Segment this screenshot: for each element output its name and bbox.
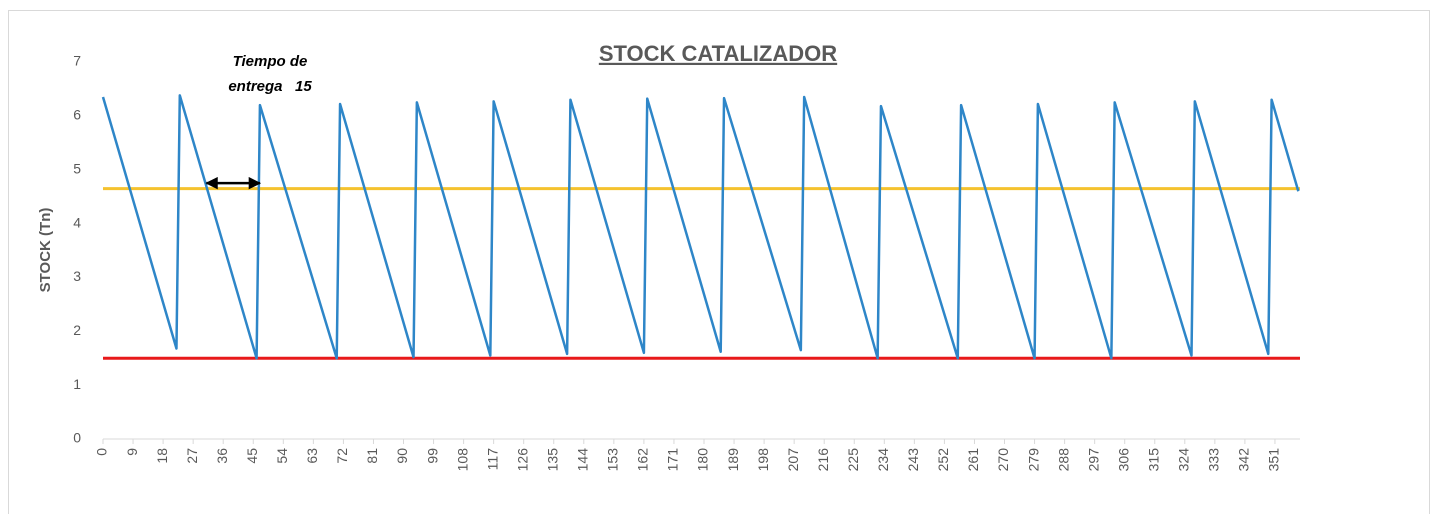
- y-tick-label: 6: [73, 107, 81, 123]
- x-tick-label: 279: [1025, 448, 1041, 472]
- x-tick-label: 234: [875, 448, 891, 472]
- x-tick-label: 180: [695, 448, 711, 472]
- chart-border: [8, 10, 1430, 514]
- x-tick-label: 315: [1145, 448, 1161, 472]
- x-tick-label: 342: [1236, 448, 1252, 472]
- y-tick-label: 4: [73, 214, 81, 230]
- x-tick-label: 270: [995, 448, 1011, 472]
- x-tick-label: 135: [544, 448, 560, 472]
- stock-line: [101, 94, 1300, 360]
- x-tick-label: 162: [635, 448, 651, 472]
- x-tick-label: 216: [815, 448, 831, 472]
- x-tick-label: 252: [935, 448, 951, 472]
- x-tick-label: 90: [394, 448, 410, 464]
- x-tick-label: 45: [244, 448, 260, 464]
- annotation: Tiempo de: [233, 53, 308, 70]
- x-tick-label: 324: [1176, 448, 1192, 472]
- x-tick-label: 72: [334, 448, 350, 464]
- x-tick-label: 306: [1115, 448, 1131, 472]
- x-tick-label: 288: [1055, 448, 1071, 472]
- x-tick-label: 18: [154, 448, 170, 464]
- annotation: entrega 15: [228, 78, 312, 95]
- chart-title: STOCK CATALIZADOR: [599, 41, 837, 66]
- x-tick-label: 189: [725, 448, 741, 472]
- x-tick-label: 63: [304, 448, 320, 464]
- x-tick-label: 333: [1206, 448, 1222, 472]
- x-tick-label: 153: [605, 448, 621, 472]
- y-tick-label: 7: [73, 53, 81, 69]
- x-tick-label: 9: [124, 448, 140, 456]
- y-tick-label: 5: [73, 160, 81, 176]
- x-tick-label: 207: [785, 448, 801, 472]
- y-tick-label: 0: [73, 430, 81, 446]
- x-tick-label: 261: [965, 448, 981, 472]
- x-tick-label: 0: [94, 448, 110, 456]
- x-tick-label: 108: [454, 448, 470, 472]
- x-tick-label: 117: [484, 448, 500, 471]
- x-tick-label: 225: [845, 448, 861, 472]
- x-tick-label: 81: [364, 448, 380, 464]
- x-tick-label: 54: [274, 448, 290, 464]
- x-tick-label: 243: [905, 448, 921, 472]
- x-tick-label: 99: [424, 448, 440, 464]
- x-tick-label: 297: [1085, 448, 1101, 472]
- x-tick-label: 351: [1266, 448, 1282, 472]
- x-tick-label: 144: [575, 448, 591, 472]
- x-tick-label: 198: [755, 448, 771, 472]
- y-tick-label: 2: [73, 322, 81, 338]
- x-tick-label: 126: [514, 448, 530, 472]
- x-tick-label: 36: [214, 448, 230, 464]
- y-axis-label: STOCK (Tn): [37, 208, 54, 293]
- x-tick-label: 171: [665, 448, 681, 472]
- y-tick-label: 1: [73, 376, 81, 392]
- y-tick-label: 3: [73, 268, 81, 284]
- x-tick-label: 27: [184, 448, 200, 464]
